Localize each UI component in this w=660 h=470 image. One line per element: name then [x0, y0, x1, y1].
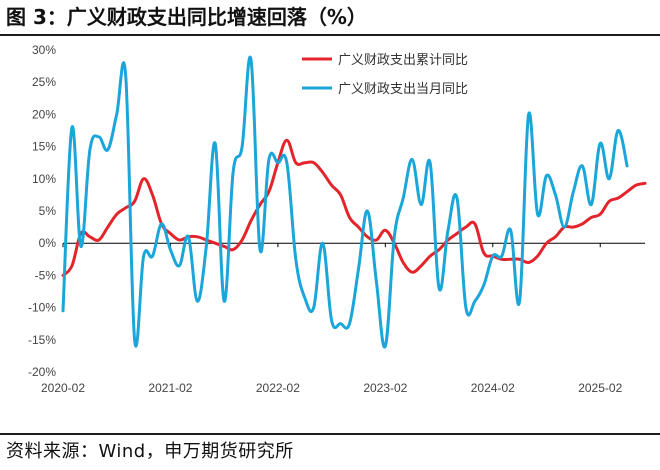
top-rule	[0, 34, 660, 36]
y-tick-label: 30%	[32, 43, 56, 57]
x-tick-label: 2024-02	[471, 381, 515, 395]
line-chart: -20% -15% -10% -5% 0% 5% 10% 15% 20% 25% 30% 2020-…	[28, 43, 647, 395]
y-tick-label: -5%	[35, 268, 57, 282]
y-tick-label: 5%	[39, 204, 57, 218]
y-tick-label: 20%	[32, 107, 56, 121]
series-monthly-line	[61, 55, 629, 349]
x-tick-label: 2025-02	[578, 381, 622, 395]
y-tick-label: -10%	[28, 301, 56, 315]
y-axis-labels: -20% -15% -10% -5% 0% 5% 10% 15% 20% 25% 30%	[28, 43, 56, 379]
x-tick-label: 2023-02	[363, 381, 407, 395]
figure-title: 图 3：广义财政支出同比增速回落（%）	[6, 5, 367, 29]
y-tick-label: 0%	[39, 236, 57, 250]
y-tick-label: 10%	[32, 172, 56, 186]
source-note: 资料来源：Wind，申万期货研究所	[6, 441, 294, 462]
y-tick-label: -20%	[28, 365, 56, 379]
series-cumulative-line	[61, 138, 647, 277]
x-tick-label: 2021-02	[148, 381, 192, 395]
y-tick-label: 25%	[32, 75, 56, 89]
legend-label: 广义财政支出累计同比	[338, 52, 468, 67]
y-tick-label: -15%	[28, 333, 56, 347]
x-tick-label: 2022-02	[256, 381, 300, 395]
x-tick-label: 2020-02	[41, 381, 85, 395]
legend-label: 广义财政支出当月同比	[338, 81, 468, 96]
series-layer	[61, 55, 647, 349]
y-tick-label: 15%	[32, 140, 56, 154]
bottom-rule	[0, 433, 660, 435]
